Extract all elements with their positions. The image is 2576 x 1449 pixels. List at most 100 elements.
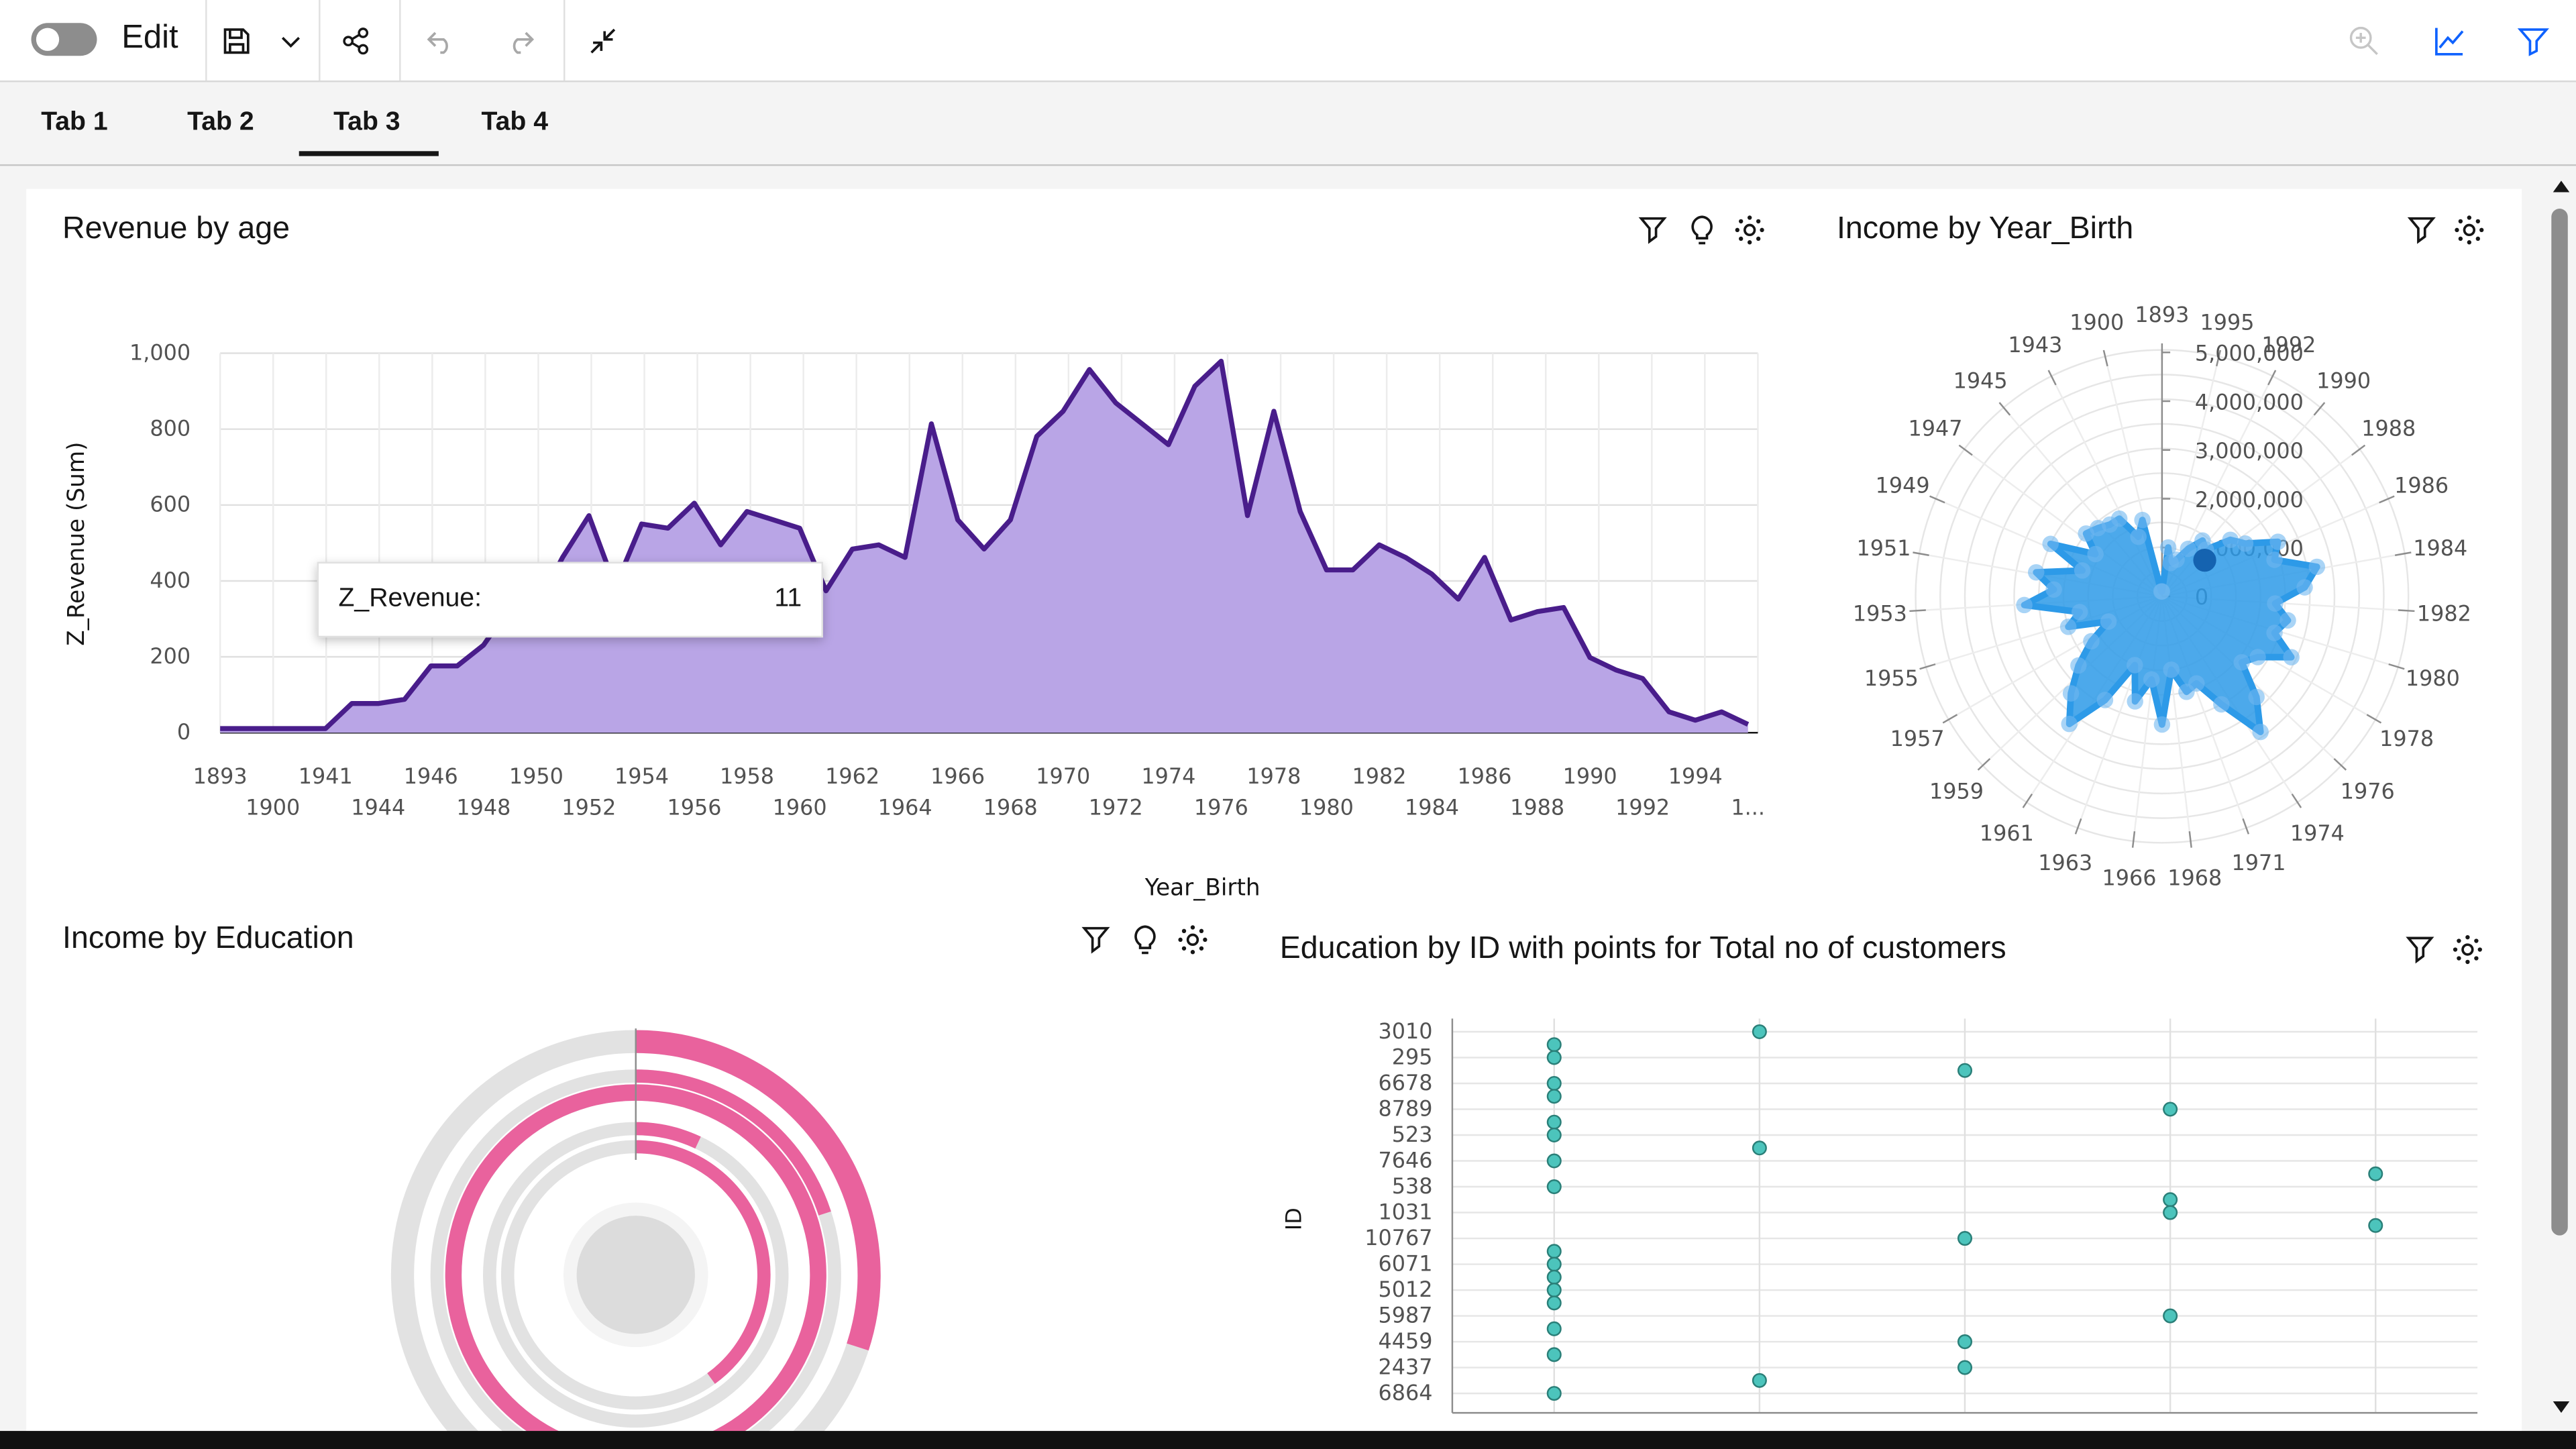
- edit-toggle[interactable]: [31, 23, 97, 56]
- radar-angle-label: 1893: [2135, 302, 2189, 327]
- settings-icon[interactable]: [2453, 213, 2485, 246]
- filter-icon: [2517, 28, 2549, 56]
- radar-point: [2134, 511, 2151, 529]
- scroll-down-icon[interactable]: [2551, 1400, 2571, 1416]
- sunburst-ring-segment: [635, 1140, 771, 1384]
- scrollbar-thumb[interactable]: [2551, 209, 2568, 1236]
- area-y-axis-title: Z_Revenue (Sum): [63, 441, 90, 645]
- chart-icon: [2435, 28, 2464, 56]
- radar-point: [2062, 685, 2080, 702]
- scroll-up-icon[interactable]: [2551, 177, 2571, 193]
- toggle-knob: [36, 28, 60, 51]
- settings-icon[interactable]: [1733, 213, 1766, 246]
- points-y-tick-label: 295: [1392, 1044, 1433, 1069]
- radar-point: [2163, 661, 2180, 678]
- radar-angle-label: 1986: [2394, 472, 2449, 498]
- points-marker: [1546, 1295, 1562, 1311]
- save-button[interactable]: [209, 13, 264, 69]
- radar-angle-label: 1966: [2102, 865, 2156, 891]
- radar-angle-tick: [1977, 758, 1991, 771]
- radar-angle-label: 1992: [2261, 332, 2316, 358]
- area-y-tick-label: 400: [150, 568, 191, 593]
- filter-icon[interactable]: [1636, 213, 1669, 246]
- tab-1[interactable]: Tab 1: [41, 108, 108, 137]
- radar-angle-tick: [2267, 370, 2277, 386]
- settings-icon[interactable]: [2451, 933, 2484, 966]
- radar-point: [2266, 551, 2283, 568]
- insight-bulb-icon[interactable]: [1128, 923, 1161, 956]
- points-y-tick-label: 7646: [1379, 1147, 1433, 1173]
- insight-bulb-icon[interactable]: [1686, 213, 1719, 246]
- radar-point: [2159, 539, 2177, 556]
- points-card-title: Education by ID with points for Total no…: [1279, 931, 2006, 967]
- points-marker: [1546, 1050, 1562, 1065]
- radar-point: [2180, 540, 2197, 557]
- radar-angle-label: 1984: [2413, 535, 2467, 561]
- radar-angle-label: 1963: [2038, 850, 2092, 875]
- points-marker: [1752, 1140, 1767, 1156]
- radar-angle-tick: [2102, 350, 2108, 367]
- area-x-tick-label: 1970: [1036, 763, 1090, 789]
- radar-angle-label: 1976: [2341, 778, 2395, 804]
- tab-4[interactable]: Tab 4: [481, 108, 549, 137]
- radar-angle-tick: [2351, 444, 2366, 456]
- filter-button[interactable]: [2506, 13, 2561, 69]
- points-y-axis-title: ID: [1281, 1208, 1307, 1230]
- radar-point: [2283, 649, 2300, 665]
- filter-icon[interactable]: [2405, 213, 2438, 246]
- radar-radial-tick-label: 5,000,000: [2195, 341, 2304, 366]
- points-marker: [1752, 1024, 1767, 1039]
- radar-point: [2127, 657, 2143, 674]
- collapse-button[interactable]: [575, 13, 631, 69]
- area-x-tick-label: 1941: [299, 763, 353, 789]
- chart-button[interactable]: [2422, 13, 2477, 69]
- points-marker: [1546, 1037, 1562, 1053]
- radar-angle-tick: [1919, 663, 1936, 670]
- radar-angle-label: 1980: [2406, 665, 2460, 691]
- undo-icon: [427, 32, 448, 54]
- radar-point: [2279, 612, 2296, 629]
- zoom-button[interactable]: [2336, 13, 2392, 69]
- radar-angle-tick: [2388, 663, 2405, 670]
- radar-angle-label: 1990: [2316, 368, 2371, 394]
- settings-icon[interactable]: [1176, 923, 1209, 956]
- points-marker: [1546, 1321, 1562, 1336]
- toolbar-divider: [564, 0, 566, 81]
- area-x-tick-label: 1952: [561, 795, 616, 820]
- filter-icon[interactable]: [2404, 933, 2436, 966]
- area-fill: [220, 361, 1748, 733]
- radar-angle-label: 1974: [2290, 820, 2345, 846]
- radar-point: [2249, 649, 2266, 665]
- save-options-button[interactable]: [263, 13, 319, 69]
- radar-point: [2269, 533, 2286, 550]
- radar-angle-label: 1978: [2379, 726, 2434, 751]
- points-marker: [1546, 1244, 1562, 1259]
- area-x-tick-label: 1958: [720, 763, 774, 789]
- points-y-tick-label: 2437: [1379, 1354, 1433, 1379]
- area-x-tick-label: 1986: [1458, 763, 1512, 789]
- toolbar: Edit: [0, 0, 2576, 83]
- filter-icon[interactable]: [1079, 923, 1112, 956]
- radar-angle-tick: [1998, 402, 2011, 416]
- undo-button[interactable]: [413, 13, 468, 69]
- radar-point: [2016, 596, 2033, 614]
- points-marker: [1546, 1269, 1562, 1285]
- radar-angle-tick: [2379, 495, 2395, 504]
- radar-point: [2071, 604, 2088, 621]
- points-marker: [2163, 1102, 2178, 1117]
- tab-2[interactable]: Tab 2: [187, 108, 254, 137]
- area-x-tick-label: 1982: [1352, 763, 1406, 789]
- points-marker: [1546, 1075, 1562, 1091]
- points-marker: [2163, 1308, 2178, 1324]
- tab-3[interactable]: Tab 3: [333, 108, 400, 137]
- share-button[interactable]: [329, 13, 384, 69]
- radar-point: [2045, 581, 2062, 598]
- area-y-tick-label: 0: [177, 719, 191, 745]
- radar-angle-tick: [2131, 831, 2136, 848]
- redo-button[interactable]: [493, 13, 549, 69]
- area-x-tick-label: 1972: [1089, 795, 1143, 820]
- selected-tab-indicator: [299, 151, 439, 156]
- area-x-tick-label: 1976: [1194, 795, 1248, 820]
- radar-angle-label: 1943: [2008, 332, 2062, 358]
- radar-angle-label: 1957: [1890, 726, 1945, 751]
